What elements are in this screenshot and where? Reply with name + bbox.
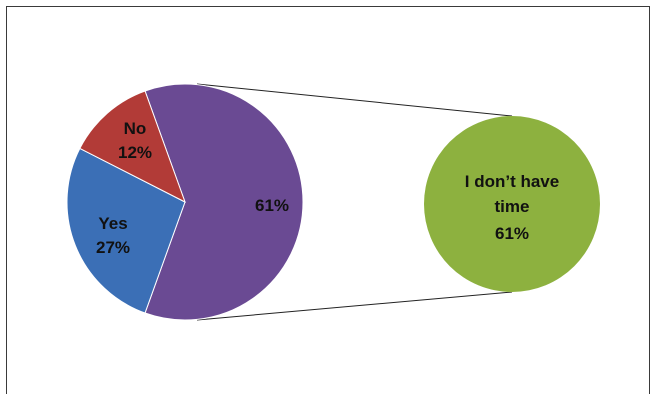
slice-no xyxy=(79,90,186,204)
slice-yes xyxy=(66,147,186,314)
breakout-label-line2: time xyxy=(495,197,530,216)
main-pie xyxy=(66,83,304,321)
connector-line-top xyxy=(196,83,513,117)
slice-value-other: 61% xyxy=(255,196,289,215)
breakout-label-line1: I don’t have xyxy=(465,172,559,191)
slice-label-no: No xyxy=(124,119,147,138)
slice-other xyxy=(144,83,304,321)
breakout-value: 61% xyxy=(495,224,529,243)
connector-line-bottom xyxy=(196,291,513,321)
breakout-slice xyxy=(424,116,600,292)
slice-value-yes: 27% xyxy=(96,238,130,257)
slice-value-no: 12% xyxy=(118,143,152,162)
slice-label-yes: Yes xyxy=(98,214,127,233)
breakout-pie xyxy=(424,116,600,292)
connector-lines xyxy=(196,83,513,321)
